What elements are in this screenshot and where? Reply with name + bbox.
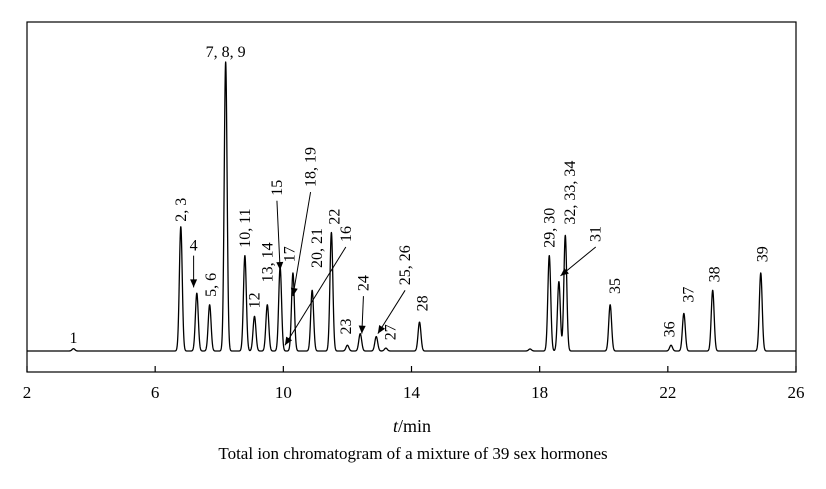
peak-label: 5, 6 [203, 273, 220, 297]
peak-label: 23 [338, 318, 355, 334]
peak-label: 17 [282, 246, 299, 262]
peak-arrowhead [190, 279, 198, 288]
peak-label: 15 [269, 180, 286, 196]
chart-caption: Total ion chromatogram of a mixture of 3… [218, 444, 608, 463]
peak-label: 28 [415, 295, 432, 311]
peak-label: 13, 14 [259, 242, 276, 282]
x-tick-label: 2 [23, 383, 32, 402]
peak-arrow [377, 290, 406, 334]
peak-arrowhead [358, 325, 366, 334]
peak-label: 10, 11 [237, 208, 254, 247]
x-axis-label-unit: /min [398, 416, 431, 436]
peak-label: 25, 26 [397, 245, 414, 285]
plot-frame [26, 21, 797, 373]
peak-labels: 1 2, 34 5, 6 7, 8, 9 10, 11 12 13, 14 15 17 18, 1… [69, 44, 771, 347]
x-tick-label: 14 [403, 383, 421, 402]
peak-arrowhead [276, 261, 284, 271]
peak-label: 2, 3 [173, 198, 190, 222]
peak-arrowhead [560, 268, 569, 276]
peak-label: 16 [338, 226, 355, 242]
peak-arrow [292, 191, 312, 297]
peak-label: 7, 8, 9 [206, 44, 246, 61]
x-axis-label-variable: t [393, 416, 399, 436]
peak-label: 39 [754, 246, 771, 262]
peak-arrow [276, 200, 281, 271]
peak-label: 32, 33, 34 [562, 161, 579, 225]
x-axis: 2 6 10 14 18 22 26 [23, 366, 805, 402]
peak-label: 4 [190, 238, 198, 255]
x-tick-label: 10 [275, 383, 292, 402]
peak-label: 12 [246, 292, 263, 308]
peak-label: 37 [681, 287, 698, 303]
x-tick-label: 18 [531, 383, 548, 402]
x-tick-label: 22 [659, 383, 676, 402]
x-tick-label: 26 [788, 383, 805, 402]
signal-trace [26, 61, 797, 352]
peak-label: 24 [355, 275, 372, 291]
peak-label: 35 [607, 278, 624, 294]
peak-label: 27 [383, 324, 400, 340]
peak-label: 29, 30 [541, 208, 558, 248]
x-tick-label: 6 [151, 383, 160, 402]
peak-label: 38 [706, 266, 723, 282]
peak-arrowhead [290, 287, 298, 297]
peak-label: 36 [661, 321, 678, 337]
x-axis-label: t/min [393, 416, 431, 436]
peak-label: 20, 21 [309, 228, 326, 268]
peak-label: 1 [69, 330, 77, 347]
peak-label: 31 [588, 226, 605, 242]
peak-arrow [284, 246, 347, 346]
peak-arrowhead [377, 325, 386, 334]
chromatogram-trace [26, 61, 797, 352]
peak-label: 22 [327, 209, 344, 225]
peak-label: 18, 19 [303, 147, 320, 187]
peak-arrowhead [284, 336, 293, 346]
